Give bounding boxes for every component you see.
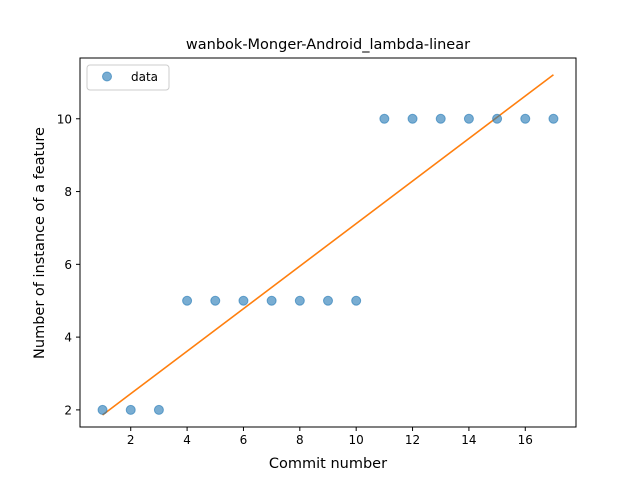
fit-line: [102, 74, 554, 416]
data-point: [238, 295, 249, 306]
data-point: [379, 113, 390, 124]
data-point: [351, 295, 362, 306]
x-axis-label: Commit number: [269, 456, 387, 472]
data-point: [435, 113, 446, 124]
legend-label: data: [131, 70, 158, 84]
data-point: [153, 404, 164, 415]
data-point: [97, 404, 108, 415]
x-tick-label: 10: [349, 433, 364, 447]
x-tick-label: 8: [296, 433, 304, 447]
data-point: [463, 113, 474, 124]
x-axis-ticks: 2 4 6 8 10 12 14 16: [127, 427, 533, 447]
x-tick-label: 6: [240, 433, 248, 447]
y-tick-label: 2: [64, 403, 72, 417]
data-point: [182, 295, 193, 306]
plot-layer: [97, 74, 559, 416]
y-tick-label: 8: [64, 185, 72, 199]
x-tick-label: 2: [127, 433, 135, 447]
y-tick-label: 10: [57, 112, 72, 126]
data-point: [548, 113, 559, 124]
legend-box: [86, 64, 170, 91]
x-tick-label: 4: [183, 433, 191, 447]
chart-title: wanbok-Monger-Android_lambda-linear: [186, 37, 470, 53]
data-point: [266, 295, 277, 306]
data-point: [125, 404, 136, 415]
legend-marker: [102, 71, 112, 82]
legend: data: [86, 64, 170, 91]
y-tick-label: 4: [64, 331, 72, 345]
data-point: [294, 295, 305, 306]
data-point: [492, 113, 503, 124]
x-tick-label: 16: [518, 433, 533, 447]
y-tick-label: 6: [64, 258, 72, 272]
data-point: [323, 295, 333, 306]
x-tick-label: 12: [405, 433, 420, 447]
data-point: [520, 113, 531, 124]
x-tick-label: 14: [461, 433, 476, 447]
y-axis-label: Number of instance of a feature: [32, 127, 48, 359]
data-point: [210, 295, 221, 306]
data-point: [407, 113, 418, 124]
y-axis-ticks: 2 4 6 8 10: [57, 112, 80, 417]
axes-frame: [79, 57, 577, 428]
